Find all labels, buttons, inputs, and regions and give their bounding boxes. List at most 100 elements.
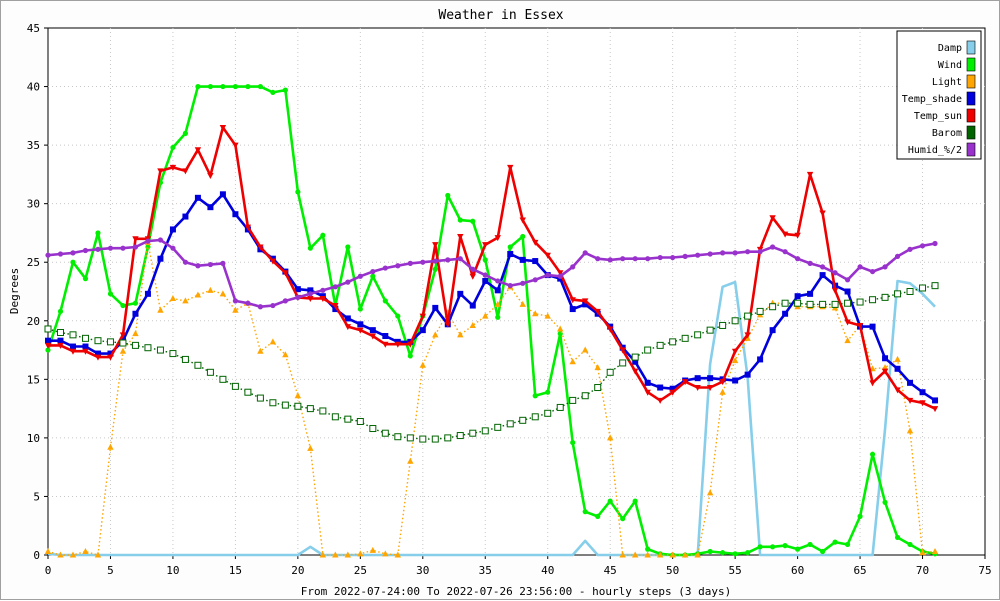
legend-swatch xyxy=(966,74,976,89)
data-point: Barom [29]: 10 xyxy=(406,434,414,442)
data-point: Temp_shade [15]: 29.1 xyxy=(232,211,239,218)
data-point: Light [68]: 16.7 xyxy=(894,355,901,362)
data-point: Barom [9]: 17.5 xyxy=(156,346,164,354)
data-point: Humid_%/2 [15]: 21.7 xyxy=(232,298,238,304)
data-point: Temp_shade [1]: 18.3 xyxy=(57,337,64,344)
data-point: Barom [16]: 13.9 xyxy=(244,388,252,396)
data-point: Light [46]: 0 xyxy=(619,551,626,558)
y-tick-label: 25 xyxy=(27,256,40,269)
data-point: Barom [44]: 14.3 xyxy=(594,384,602,392)
data-point: Temp_shade [12]: 30.5 xyxy=(194,194,201,201)
data-point: Barom [3]: 18.5 xyxy=(81,334,89,342)
data-point: Temp_sun [24]: 19.5 xyxy=(344,324,352,331)
data-point: Temp_sun [10]: 33.1 xyxy=(169,164,177,171)
x-tick-label: 0 xyxy=(45,564,52,577)
data-point: Humid_%/2 [38]: 23.2 xyxy=(520,280,526,286)
data-point: Temp_sun [44]: 20.8 xyxy=(594,308,601,315)
data-point: Light [14]: 22.3 xyxy=(219,290,227,297)
data-point: Light [20]: 13.6 xyxy=(294,392,302,399)
data-point: Barom [56]: 20.4 xyxy=(744,312,752,320)
data-point: Temp_sun [32]: 19.7 xyxy=(444,321,451,328)
series-layer: Wind [0]: 17.5 Wind [1]: 20.8 Wind [2]: 25… xyxy=(44,83,939,558)
data-point: Wind [48]: 0.5 xyxy=(645,546,651,552)
data-point: Wind [63]: 1.1 xyxy=(832,539,838,545)
data-point: Wind [16]: 40 xyxy=(245,83,251,90)
data-point: Humid_%/2 [35]: 23.9 xyxy=(482,272,488,278)
data-point: Light [12]: 22.2 xyxy=(194,291,202,298)
data-point: Wind [18]: 39.5 xyxy=(270,89,276,96)
data-point: Temp_sun [5]: 16.9 xyxy=(107,354,114,361)
data-point: Barom [7]: 17.9 xyxy=(131,341,139,349)
data-point: Humid_%/2 [54]: 25.8 xyxy=(720,250,726,256)
data-point: Temp_sun [36]: 27.1 xyxy=(494,235,501,242)
data-point: Wind [19]: 39.7 xyxy=(282,87,288,93)
data-point: Temp_sun [34]: 23.8 xyxy=(469,273,476,280)
data-point: Barom [41]: 12.6 xyxy=(556,403,564,411)
data-point: Wind [29]: 17 xyxy=(407,353,413,359)
data-point: Light [21]: 9.1 xyxy=(307,444,314,451)
data-point: Humid_%/2 [61]: 24.9 xyxy=(807,260,813,266)
data-point: Temp_sun [1]: 17.9 xyxy=(57,342,64,349)
data-point: Temp_shade [36]: 22.6 xyxy=(494,287,501,294)
data-point: Temp_shade [39]: 25.1 xyxy=(532,258,539,265)
data-point: Humid_%/2 [50]: 25.4 xyxy=(670,254,676,261)
data-point: Light [67]: 16 xyxy=(881,364,889,371)
data-point: Light [51]: 0 xyxy=(681,551,689,558)
data-point: Wind [55]: 0.1 xyxy=(732,551,738,557)
x-tick-label: 30 xyxy=(416,564,429,577)
data-point: Humid_%/2 [67]: 24.6 xyxy=(882,264,888,270)
plot-area xyxy=(47,27,986,556)
legend-swatch xyxy=(966,142,976,157)
legend-label: Humid_%/2 xyxy=(908,145,962,156)
chart-title: Weather in Essex xyxy=(438,8,563,23)
data-point: Humid_%/2 [19]: 21.7 xyxy=(282,298,288,304)
data-point: Wind [38]: 27.2 xyxy=(520,233,526,240)
data-point: Light [35]: 20.4 xyxy=(482,312,489,319)
data-point: Barom [49]: 17.9 xyxy=(656,341,664,349)
data-point: Temp_shade [62]: 23.9 xyxy=(819,272,826,279)
data-point: Temp_sun [31]: 26.5 xyxy=(432,242,439,249)
data-point: Barom [59]: 21.5 xyxy=(781,299,789,307)
data-point: Temp_sun [35]: 26.5 xyxy=(482,242,489,249)
data-point: Barom [25]: 11.4 xyxy=(356,417,364,425)
data-point: Barom [48]: 17.5 xyxy=(644,346,652,354)
data-point: Wind [25]: 21 xyxy=(357,306,363,312)
data-point: Temp_shade [10]: 27.8 xyxy=(169,226,176,233)
data-point: Humid_%/2 [18]: 21.3 xyxy=(270,302,276,309)
data-point: Humid_%/2 [44]: 25.3 xyxy=(595,256,601,262)
data-point: Barom [66]: 21.8 xyxy=(869,296,877,304)
data-point: Humid_%/2 [64]: 23.5 xyxy=(844,277,851,283)
x-axis-label: From 2022-07-24:00 To 2022-07-26 23:56:0… xyxy=(301,585,731,598)
data-point: Humid_%/2 [40]: 23.9 xyxy=(545,272,551,278)
data-point: Temp_sun [4]: 16.9 xyxy=(94,354,102,361)
data-point: Humid_%/2 [37]: 23 xyxy=(507,283,513,289)
data-point: Light [23]: 0 xyxy=(332,551,339,558)
data-point: Humid_%/2 [29]: 24.9 xyxy=(407,260,413,266)
legend-swatch xyxy=(966,40,976,55)
data-point: Wind [41]: 18.9 xyxy=(557,331,563,337)
data-point: Wind [5]: 22.3 xyxy=(107,291,114,297)
data-point: Humid_%/2 [5]: 26.2 xyxy=(107,245,114,251)
data-point: Barom [40]: 12.1 xyxy=(544,409,552,417)
data-point: Barom [22]: 12.3 xyxy=(319,407,327,415)
data-point: Temp_shade [37]: 25.7 xyxy=(507,251,514,258)
data-point: Light [0]: 0.3 xyxy=(44,547,52,554)
data-point: Humid_%/2 [27]: 24.5 xyxy=(382,265,388,271)
data-point: Temp_sun [56]: 18.8 xyxy=(744,332,751,339)
data-point: Barom [18]: 13 xyxy=(269,399,277,407)
data-point: Wind [64]: 0.9 xyxy=(844,541,851,548)
data-point: Temp_sun [38]: 28.6 xyxy=(519,217,526,224)
data-point: Humid_%/2 [53]: 25.7 xyxy=(707,251,713,257)
data-point: Humid_%/2 [22]: 22.6 xyxy=(320,287,326,293)
data-point: Barom [64]: 21.5 xyxy=(844,299,852,307)
data-point: Wind [46]: 3.1 xyxy=(620,516,626,522)
data-point: Wind [11]: 36 xyxy=(182,130,189,136)
data-point: Humid_%/2 [69]: 26.1 xyxy=(907,246,913,252)
data-point: Barom [37]: 11.2 xyxy=(506,420,514,428)
data-point: Wind [2]: 25 xyxy=(70,259,76,265)
data-point: Light [5]: 9.2 xyxy=(107,443,114,450)
data-point: Wind [68]: 1.5 xyxy=(894,534,901,541)
data-point: Temp_sun [48]: 13.9 xyxy=(644,389,651,396)
data-point: Temp_sun [65]: 19.6 xyxy=(856,322,864,329)
data-point: Temp_sun [62]: 29.2 xyxy=(819,210,826,217)
